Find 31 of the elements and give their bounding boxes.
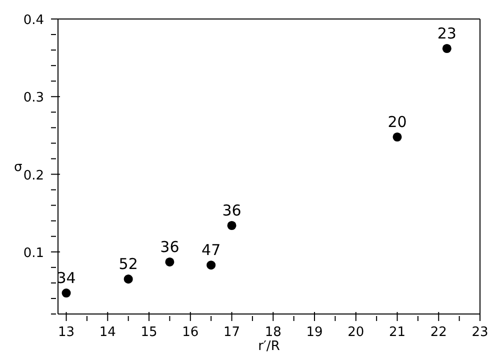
point [227,220,236,230]
x-tick-label: 18 [264,325,282,340]
y-axis-title: σ [14,160,22,176]
x-tick-label: 19 [306,325,323,340]
x-tick-label: 21 [388,325,406,340]
x-tick-label: 15 [140,325,158,340]
annotation: 23 [437,24,456,42]
annotation: 47 [202,241,221,260]
x-tick-label: 13 [58,325,75,340]
annotation: 34 [56,269,76,288]
x-tick-label: 22 [430,325,447,340]
point [442,44,452,54]
annotation: 36 [222,202,242,220]
point [62,288,71,298]
x-tick-label: 17 [223,325,240,340]
annotation: 36 [160,238,180,256]
point [165,257,174,266]
x-tick-label: 23 [472,325,488,340]
x-tick-label: 20 [348,325,364,340]
point [206,260,216,270]
y-tick-label: 0.3 [23,90,44,106]
annotation: 20 [388,113,407,131]
y-tick-label: 0.2 [23,168,44,184]
point [392,132,402,142]
point [124,274,133,284]
y-tick-label: 0.4 [23,13,44,28]
x-tick-label: 14 [99,325,116,340]
x-axis-title: r′/R [258,339,280,354]
x-tick-label: 16 [182,325,199,340]
y-tick-label: 0.1 [23,246,44,261]
annotation: 52 [118,255,138,274]
